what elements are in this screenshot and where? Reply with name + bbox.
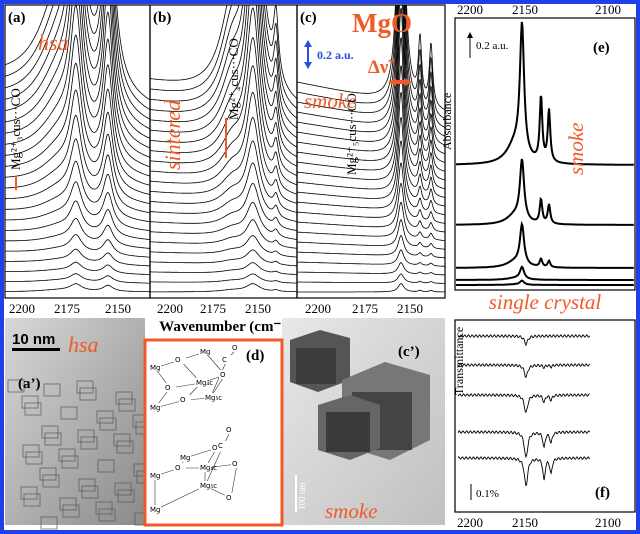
atom-label: Mg	[150, 472, 160, 480]
panel-label: (e)	[593, 40, 610, 56]
atom-label: Mg₅c	[200, 482, 217, 490]
atom-label: C	[218, 442, 223, 450]
atom-label: Mg₄c	[200, 464, 217, 472]
panel-label: (c’)	[398, 344, 420, 360]
atom-label: Mg	[150, 364, 160, 372]
sample: smoke	[564, 123, 588, 175]
scale-bar-label: 100 nm	[297, 483, 307, 510]
panel-label: (d)	[246, 348, 264, 364]
site-label: Mg²⁺₃cus···CO	[8, 88, 23, 170]
scale-label: 0.2 a.u.	[476, 40, 509, 52]
sample: smoke	[325, 499, 377, 523]
x-tick-label: 2150	[512, 2, 538, 17]
x-tick-label: 2175	[352, 301, 378, 316]
x-tick-label: 2200	[9, 301, 35, 316]
x-tick-label: 2200	[305, 301, 331, 316]
atom-label: O	[220, 371, 226, 379]
y-axis-label: Transmittance	[452, 327, 466, 395]
x-tick-label: 2100	[595, 515, 621, 530]
x-tick-label: 2175	[200, 301, 226, 316]
atom-label: Mg	[150, 506, 160, 514]
atom-label: Mg	[150, 404, 160, 412]
atom-label: O	[232, 460, 238, 468]
atom-label: O	[226, 426, 232, 434]
sample: sintered	[160, 99, 185, 170]
x-tick-label: 2175	[54, 301, 80, 316]
atom-label: O	[175, 464, 181, 472]
x-tick-label: 2150	[245, 301, 271, 316]
site-label: Mg²⁺₄cus···CO	[226, 38, 241, 120]
title: MgO	[352, 8, 412, 38]
scale-bar	[12, 348, 60, 351]
sample: single crystal	[489, 290, 602, 314]
atom-label: C	[222, 356, 227, 364]
x-tick-label: 2200	[457, 515, 483, 530]
atom-label: Mg₅c	[205, 394, 222, 402]
delta-bar	[395, 80, 405, 84]
panel-label: (c)	[300, 10, 317, 26]
atom-label: O	[165, 384, 171, 392]
panel-label: (b)	[153, 10, 171, 26]
sample: hsa	[38, 30, 69, 55]
scale-bar-label: 10 nm	[12, 331, 55, 348]
x-tick-label: 2150	[105, 301, 131, 316]
lattice-box	[143, 338, 284, 527]
scale-label: 0.1%	[476, 488, 499, 500]
cube-face	[326, 412, 370, 452]
panel-label: (f)	[595, 485, 610, 501]
atom-label: O	[180, 396, 186, 404]
x-tick-label: 2200	[457, 2, 483, 17]
sample: hsa	[68, 332, 99, 357]
panel-label: (a)	[8, 10, 26, 26]
atom-label: Mg₄c	[196, 379, 213, 387]
x-axis-label: Wavenumber (cm⁻¹)	[159, 319, 291, 335]
atom-label: O	[232, 344, 238, 352]
atom-label: O	[226, 494, 232, 502]
cube-face	[296, 348, 336, 384]
scale-label: 0.2 a.u.	[317, 48, 354, 62]
x-tick-label: 2100	[595, 2, 621, 17]
x-tick-label: 2150	[512, 515, 538, 530]
atom-label: Mg	[180, 454, 190, 462]
y-axis-label: Absorbance	[440, 93, 454, 150]
site-label: Mg²⁺₅cus···CO	[344, 93, 359, 175]
x-tick-label: 2200	[157, 301, 183, 316]
atom-label: O	[175, 356, 181, 364]
atom-label: Mg	[200, 348, 210, 356]
panel-label: (a’)	[18, 376, 41, 392]
x-tick-label: 2150	[397, 301, 423, 316]
